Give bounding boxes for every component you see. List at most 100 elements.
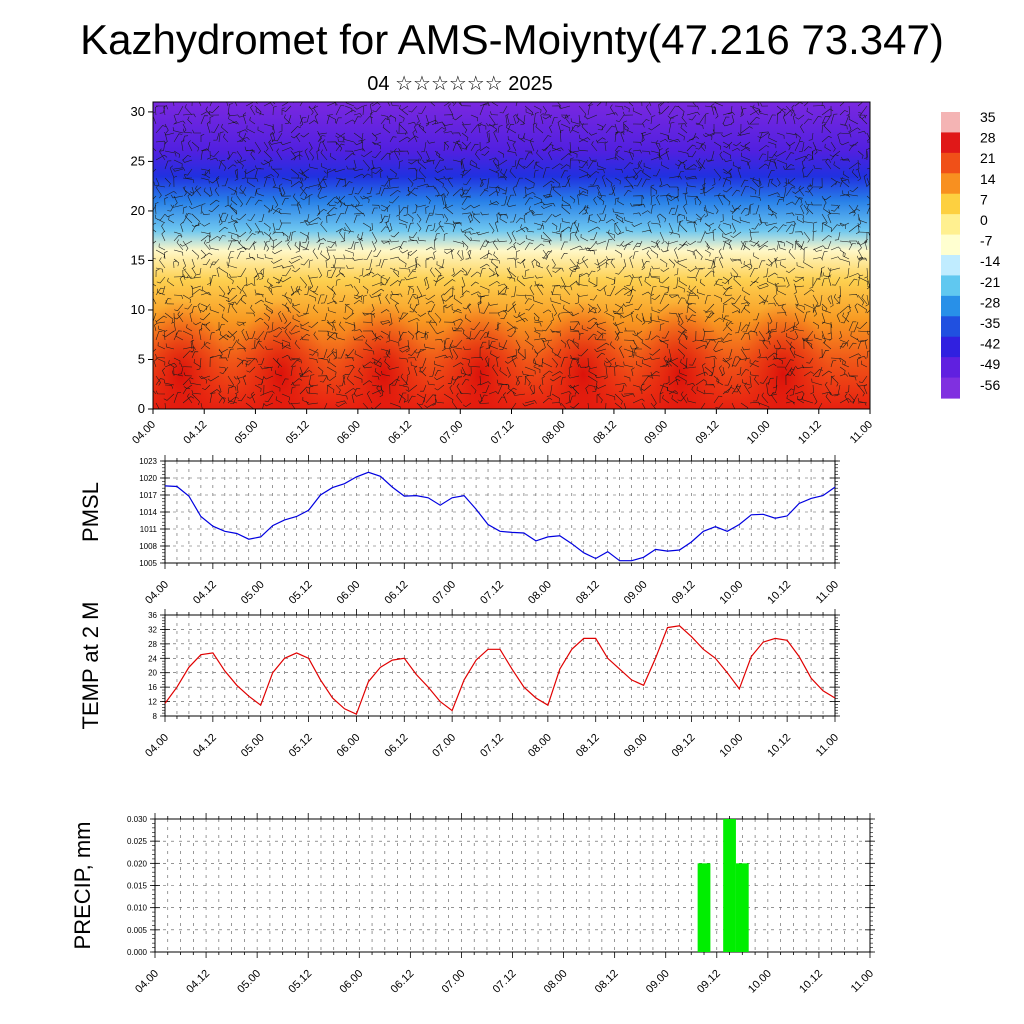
y-tick-label: 0.025 — [127, 837, 148, 846]
y-tick-label: 30 — [131, 104, 145, 119]
x-tick-label: 08.00 — [526, 579, 554, 607]
x-tick-label: 06.00 — [335, 419, 363, 447]
colorbar-label: 21 — [980, 150, 996, 166]
colorbar-label: 0 — [980, 212, 988, 228]
x-tick-label: 05.00 — [239, 579, 267, 607]
x-tick-label: 09.12 — [695, 968, 723, 996]
y-tick-label: 1017 — [139, 491, 157, 500]
colorbar-segment — [941, 132, 960, 154]
precip-bar — [723, 819, 736, 952]
pmsl-grid — [165, 460, 835, 564]
x-tick-label: 11.00 — [849, 968, 876, 995]
pmsl-ylabel: PMSL — [78, 482, 103, 542]
x-tick-label: 08.12 — [574, 579, 602, 607]
temp-grid — [165, 614, 835, 717]
x-tick-label: 08.12 — [593, 968, 621, 996]
warm-cell — [153, 300, 228, 409]
x-tick-label: 05.12 — [287, 732, 315, 760]
chart-title: Kazhydromet for AMS-Moiynty(47.216 73.34… — [80, 16, 944, 63]
chart-subtitle: 04 ☆☆☆☆☆☆ 2025 — [367, 73, 553, 95]
x-tick-label: 04.00 — [143, 732, 171, 760]
x-tick-label: 09.12 — [694, 419, 722, 447]
y-tick-label: 8 — [153, 712, 158, 721]
colorbar-segment — [941, 112, 960, 134]
x-tick-label: 07.12 — [489, 419, 517, 447]
x-tick-label: 11.00 — [814, 579, 841, 606]
colorbar-segment — [941, 336, 960, 358]
x-tick-label: 07.12 — [491, 968, 519, 996]
x-tick-label: 08.00 — [542, 968, 570, 996]
x-tick-label: 09.00 — [622, 579, 650, 607]
temp-series-line — [164, 625, 836, 716]
precip-ylabel: PRECIP, mm — [70, 822, 95, 950]
x-tick-label: 05.12 — [284, 419, 312, 447]
colorbar-segment — [941, 255, 960, 277]
colorbar-label: -14 — [980, 253, 1000, 269]
x-tick-label: 09.00 — [642, 419, 670, 447]
warm-cell — [434, 300, 527, 409]
x-tick-label: 08.00 — [540, 419, 568, 447]
x-tick-label: 07.00 — [430, 732, 458, 760]
warm-cell — [234, 300, 328, 409]
y-tick-label: 36 — [148, 611, 157, 620]
x-tick-label: 07.00 — [437, 419, 465, 447]
x-tick-label: 07.00 — [440, 968, 468, 996]
warm-cell — [537, 300, 630, 409]
warm-cell — [634, 300, 727, 409]
wind-barbs — [153, 102, 870, 409]
x-tick-label: 09.12 — [670, 732, 698, 760]
x-tick-label: 10.12 — [797, 968, 825, 996]
warm-cell — [337, 300, 430, 409]
y-tick-label: 0.000 — [127, 948, 148, 957]
x-tick-label: 10.12 — [765, 579, 793, 607]
x-tick-label: 07.12 — [478, 732, 506, 760]
y-tick-label: 0.010 — [127, 904, 148, 913]
colorbar-label: 7 — [980, 191, 988, 207]
x-tick-label: 10.12 — [796, 419, 824, 447]
x-tick-label: 09.00 — [644, 968, 672, 996]
x-tick-label: 11.00 — [814, 732, 841, 759]
colorbar-label: -56 — [980, 377, 1000, 393]
colorbar-segment — [941, 193, 960, 215]
warm-cell — [736, 300, 830, 409]
precip-bar — [697, 863, 711, 952]
colorbar-segment — [941, 173, 960, 195]
colorbar-label: -21 — [980, 274, 1000, 290]
y-tick-label: 1014 — [139, 508, 157, 517]
y-tick-label: 0.030 — [127, 815, 148, 824]
y-tick-label: 1011 — [140, 525, 158, 534]
y-tick-label: 25 — [131, 153, 145, 168]
x-tick-label: 04.00 — [143, 579, 171, 607]
precip-bar — [735, 863, 749, 952]
x-tick-label: 06.00 — [337, 968, 365, 996]
y-tick-label: 28 — [148, 640, 157, 649]
x-tick-label: 04.00 — [130, 419, 158, 447]
y-tick-label: 20 — [131, 203, 145, 218]
y-tick-label: 1008 — [139, 542, 157, 551]
y-tick-label: 20 — [148, 669, 157, 678]
y-tick-label: 10 — [131, 302, 145, 317]
colorbar-segment — [941, 275, 960, 297]
colorbar-label: 35 — [980, 109, 996, 125]
x-tick-label: 06.00 — [335, 732, 363, 760]
colorbar-label: -49 — [980, 356, 1000, 372]
x-tick-label: 04.12 — [184, 968, 212, 996]
x-tick-label: 10.00 — [745, 419, 773, 447]
x-tick-label: 05.12 — [287, 579, 315, 607]
y-tick-label: 1020 — [139, 474, 157, 483]
x-tick-label: 06.12 — [382, 579, 410, 607]
x-tick-label: 08.12 — [591, 419, 619, 447]
heatmap-warm-cells — [153, 300, 830, 409]
x-tick-label: 04.12 — [191, 579, 219, 607]
pmsl-series-line — [164, 471, 836, 562]
x-tick-label: 10.12 — [765, 732, 793, 760]
x-tick-label: 05.00 — [235, 968, 263, 996]
colorbar-segment — [941, 377, 960, 399]
colorbar-segment — [941, 214, 960, 236]
colorbar-label: -28 — [980, 294, 1000, 310]
x-tick-label: 06.12 — [386, 419, 414, 447]
colorbar-segment — [941, 295, 960, 317]
x-tick-label: 05.12 — [286, 968, 314, 996]
y-tick-label: 0.005 — [127, 926, 148, 935]
x-tick-label: 06.12 — [389, 968, 417, 996]
